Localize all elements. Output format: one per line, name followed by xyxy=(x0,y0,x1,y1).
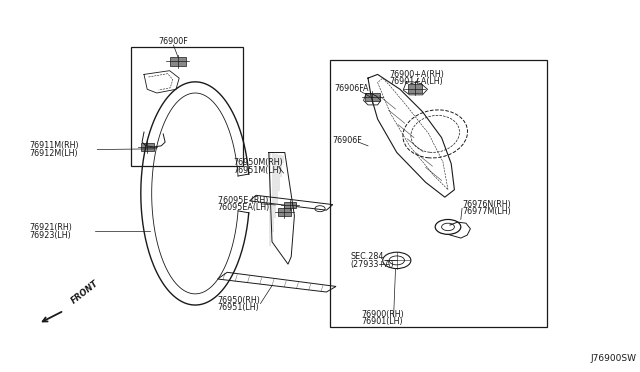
Bar xyxy=(330,60,547,327)
Text: 76950(RH): 76950(RH) xyxy=(218,296,260,305)
Text: 76906FA: 76906FA xyxy=(334,84,369,93)
Text: SEC.284: SEC.284 xyxy=(351,252,384,261)
Text: J76900SW: J76900SW xyxy=(591,354,637,363)
Text: 76951M(LH): 76951M(LH) xyxy=(234,166,282,175)
Text: 76976N(RH): 76976N(RH) xyxy=(462,200,511,209)
Text: FRONT: FRONT xyxy=(69,279,100,306)
Polygon shape xyxy=(170,57,186,66)
Polygon shape xyxy=(365,93,380,101)
Text: 76901(LH): 76901(LH) xyxy=(362,317,403,326)
Text: 76095EA(LH): 76095EA(LH) xyxy=(218,203,270,212)
Text: 76901+A(LH): 76901+A(LH) xyxy=(389,77,443,86)
Text: 76950M(RH): 76950M(RH) xyxy=(234,158,284,167)
Text: 76911M(RH): 76911M(RH) xyxy=(29,141,79,150)
Polygon shape xyxy=(278,208,291,216)
Text: 76912M(LH): 76912M(LH) xyxy=(29,149,78,158)
Text: 76923(LH): 76923(LH) xyxy=(29,231,71,240)
Bar xyxy=(131,46,243,166)
Polygon shape xyxy=(408,84,422,93)
Text: 76906F: 76906F xyxy=(333,136,362,145)
Polygon shape xyxy=(141,143,154,151)
Text: 76900F: 76900F xyxy=(159,37,188,46)
Text: 76951(LH): 76951(LH) xyxy=(218,303,259,312)
Text: 76977M(LH): 76977M(LH) xyxy=(462,207,511,216)
Text: 76095E (RH): 76095E (RH) xyxy=(218,196,268,205)
Text: (27933+A): (27933+A) xyxy=(351,260,394,269)
Text: 76900+A(RH): 76900+A(RH) xyxy=(389,70,444,79)
Polygon shape xyxy=(284,202,296,208)
Text: 76921(RH): 76921(RH) xyxy=(29,223,72,232)
Text: 76900(RH): 76900(RH) xyxy=(362,310,404,319)
